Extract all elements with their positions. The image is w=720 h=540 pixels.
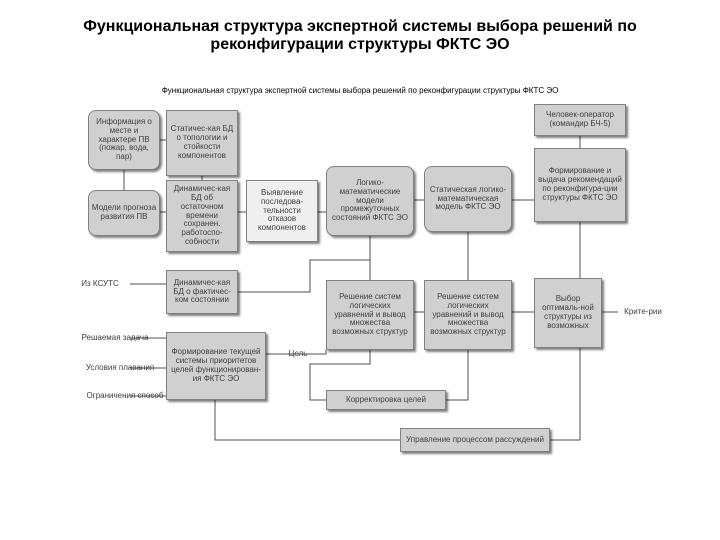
node-priorities: Формирование текущей системы приоритетов… <box>166 332 266 400</box>
node-seq_fail: Выявление последова-тельности отказов ко… <box>246 180 318 242</box>
node-lbl_plav: Условия плавания <box>70 360 170 376</box>
node-logic_models: Логико-математические модели промежуточн… <box>326 166 414 236</box>
page-title: Функциональная структура экспертной сист… <box>0 18 720 54</box>
node-static_db_topo: Статичес-кая БД о топологии и стойкости … <box>166 110 238 176</box>
node-dynamic_db_state: Динамичес-кая БД о фактичес-ком состояни… <box>166 270 238 314</box>
node-dynamic_db_time: Динамичес-кая БД об остаточном времени с… <box>166 180 238 252</box>
node-control: Управление процессом рассуждений <box>400 428 550 452</box>
diagram-root: Функциональная структура экспертной сист… <box>0 0 720 540</box>
node-lbl_iz: Из КСУТС <box>70 276 130 292</box>
node-lbl_task: Решаемая задача <box>70 330 160 346</box>
node-operator: Человек-оператор (командир БЧ-5) <box>534 104 626 136</box>
node-solve2: Решение систем логических уравнений и вы… <box>424 280 512 350</box>
node-static_model: Статическая логико-математическая модель… <box>424 166 512 232</box>
node-correct: Корректировка целей <box>326 390 446 410</box>
node-lbl_kriter: Крите-рии <box>618 300 668 324</box>
node-prognoz: Модели прогноза развития ПВ <box>88 190 160 236</box>
page-subtitle: Функциональная структура экспертной сист… <box>0 86 720 95</box>
node-choose: Выбор оптималь-ной структуры из возможны… <box>534 278 602 348</box>
node-solve1: Решение систем логических уравнений и вы… <box>326 280 414 350</box>
node-recommend: Формирование и выдача рекомендаций по ре… <box>534 148 626 222</box>
node-lbl_ogranich: Ограничения способ <box>70 388 180 404</box>
node-goal_label: Цель <box>278 346 318 362</box>
node-info_pv: Информация о месте и характере ПВ (пожар… <box>88 110 160 170</box>
edge-layer <box>0 0 720 540</box>
